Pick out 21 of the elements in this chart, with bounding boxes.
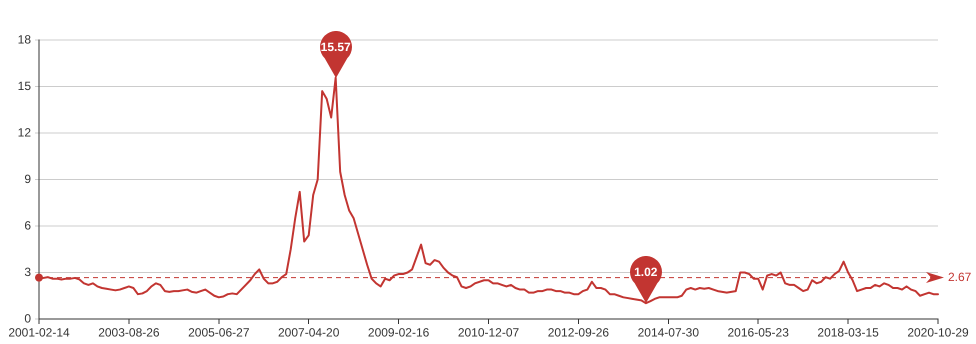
y-tick-label: 12 <box>18 125 32 140</box>
y-tick-label: 15 <box>18 78 32 93</box>
y-tick-label: 0 <box>24 311 32 326</box>
x-tick-label: 2014-07-30 <box>638 326 700 340</box>
ref-line-label: 2.67 <box>948 270 972 284</box>
annotation: 1.02 <box>633 265 658 280</box>
x-tick-label: 2003-08-26 <box>98 326 160 340</box>
x-tick-label: 2010-12-07 <box>458 326 520 340</box>
x-tick-label: 2018-03-15 <box>817 326 880 340</box>
y-tick-label: 18 <box>18 32 32 46</box>
x-tick-label: 2009-02-16 <box>368 326 430 340</box>
annotation: 15.57 <box>320 40 352 54</box>
y-tick-label: 9 <box>24 172 32 186</box>
y-tick-label: 3 <box>24 264 32 279</box>
x-tick-label: 2016-05-23 <box>728 326 790 340</box>
x-tick-label: 2012-09-26 <box>548 326 610 340</box>
x-tick-label: 2007-04-20 <box>278 326 340 340</box>
x-tick-label: 2005-06-27 <box>188 326 250 340</box>
x-tick-label: 2020-10-29 <box>907 326 970 340</box>
y-tick-label: 6 <box>24 218 32 232</box>
x-tick-label: 2001-02-14 <box>8 326 70 340</box>
